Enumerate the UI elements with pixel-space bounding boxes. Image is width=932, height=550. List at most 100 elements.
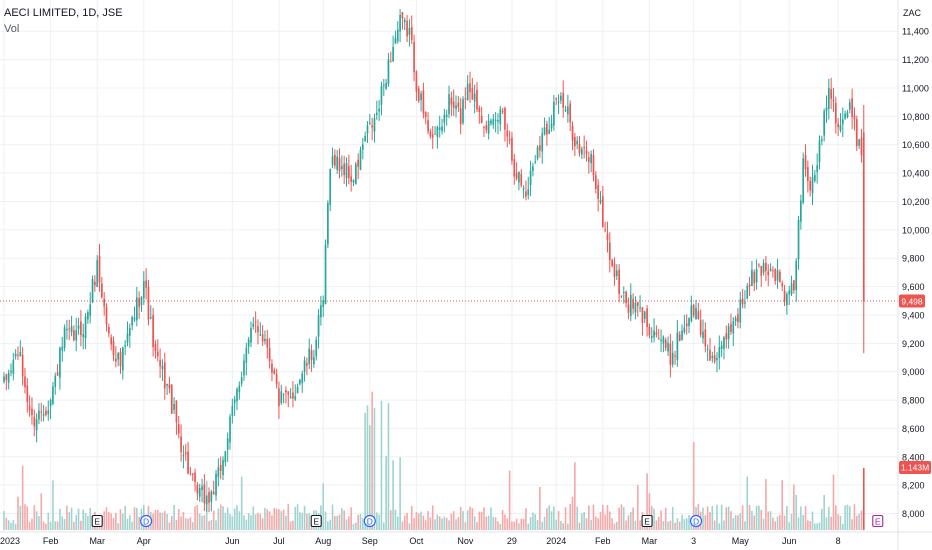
- candle-body: [681, 330, 683, 341]
- volume-bar: [674, 522, 676, 530]
- volume-bar: [848, 506, 851, 530]
- volume-bar: [581, 513, 583, 530]
- volume-bar: [480, 511, 483, 530]
- candle-body: [818, 140, 821, 163]
- volume-bar: [91, 523, 94, 530]
- candle-body: [285, 390, 287, 393]
- candle-body: [706, 349, 709, 351]
- candle-body: [858, 139, 860, 146]
- candle-body: [359, 149, 362, 170]
- candle-body: [841, 119, 844, 125]
- volume-bar: [450, 513, 453, 530]
- candle-body: [198, 488, 201, 497]
- volume-bar: [760, 510, 763, 530]
- candle-body: [585, 150, 588, 154]
- volume-bar: [133, 507, 136, 530]
- candle-body: [124, 345, 127, 347]
- event-marker-d[interactable]: D: [140, 514, 153, 528]
- candle-body: [639, 307, 641, 309]
- volume-bar: [322, 483, 325, 530]
- candle-body: [240, 377, 243, 384]
- candle-body: [194, 472, 196, 482]
- candle-body: [128, 328, 131, 336]
- candle-body: [587, 157, 590, 162]
- volume-bar: [75, 514, 78, 530]
- volume-bar: [464, 522, 467, 530]
- volume-bar: [492, 516, 495, 530]
- volume-bar: [399, 457, 401, 530]
- candle-body: [159, 359, 161, 367]
- candle-body: [615, 270, 618, 276]
- candle-body: [163, 362, 166, 389]
- event-marker-d[interactable]: D: [689, 514, 703, 528]
- candle-body: [606, 233, 609, 241]
- candle-body: [354, 163, 357, 184]
- y-tick-label: 9,200: [902, 339, 925, 349]
- event-marker-e[interactable]: E: [310, 514, 322, 528]
- candle-body: [560, 95, 562, 101]
- candle-body: [222, 459, 224, 476]
- volume-bar: [385, 455, 387, 530]
- volume-bar: [275, 508, 278, 530]
- volume-bar: [59, 508, 61, 530]
- volume-bar: [790, 513, 793, 530]
- candle-body: [462, 99, 464, 123]
- volume-bar: [599, 511, 602, 530]
- candle-body: [476, 89, 478, 110]
- volume-bar: [781, 480, 784, 530]
- dividend-marker-circle: [140, 514, 153, 528]
- candle-body: [830, 89, 832, 99]
- candle-body: [121, 347, 124, 371]
- symbol-title[interactable]: AECI LIMITED, 1D, JSE: [4, 7, 123, 19]
- volume-bar: [136, 507, 138, 530]
- volume-bar: [501, 510, 504, 530]
- volume-bar: [394, 509, 397, 530]
- candle-body: [800, 200, 802, 222]
- event-marker-e[interactable]: E: [641, 514, 653, 528]
- volume-bar: [373, 407, 376, 530]
- currency-label[interactable]: ZAC: [903, 8, 922, 18]
- candle-body: [408, 27, 411, 35]
- candle-body: [82, 334, 85, 337]
- last-volume-tag[interactable]: 1.143M: [899, 461, 931, 474]
- candle-body: [695, 307, 697, 320]
- candle-body: [112, 341, 115, 356]
- candle-body: [676, 332, 679, 361]
- volume-bar: [245, 519, 248, 530]
- candle-body: [497, 120, 499, 122]
- volume-bar: [636, 484, 639, 530]
- volume-bar: [716, 504, 718, 530]
- volume-indicator-label[interactable]: Vol: [4, 23, 20, 35]
- last-volume-value: 1.143M: [901, 463, 929, 473]
- candle-body: [811, 177, 814, 194]
- candle-body: [844, 113, 846, 119]
- last-price-tag[interactable]: 9,498: [899, 294, 925, 308]
- candle-body: [536, 147, 539, 159]
- event-marker-s[interactable]: E: [872, 514, 884, 528]
- volume-bar: [548, 505, 551, 530]
- candle-body: [487, 120, 490, 134]
- volume-bar: [835, 505, 837, 530]
- volume-bar: [161, 512, 164, 530]
- candle-body: [520, 174, 523, 186]
- volume-bar: [753, 515, 756, 530]
- candle-body: [77, 325, 80, 329]
- candle-body: [786, 293, 788, 306]
- volume-bar: [816, 523, 818, 530]
- volume-bar: [7, 520, 10, 530]
- candle-body: [711, 356, 714, 358]
- volume-bar: [515, 518, 518, 530]
- event-marker-d[interactable]: D: [363, 514, 376, 528]
- candle-body: [28, 405, 31, 411]
- volume-bar: [776, 516, 779, 530]
- candle-body: [730, 323, 732, 332]
- candle-body: [685, 323, 688, 327]
- volume-bar: [466, 510, 469, 530]
- candle-body: [5, 374, 8, 380]
- volume-bar: [602, 504, 604, 530]
- volume-bar: [604, 514, 606, 530]
- event-marker-e[interactable]: E: [91, 514, 103, 528]
